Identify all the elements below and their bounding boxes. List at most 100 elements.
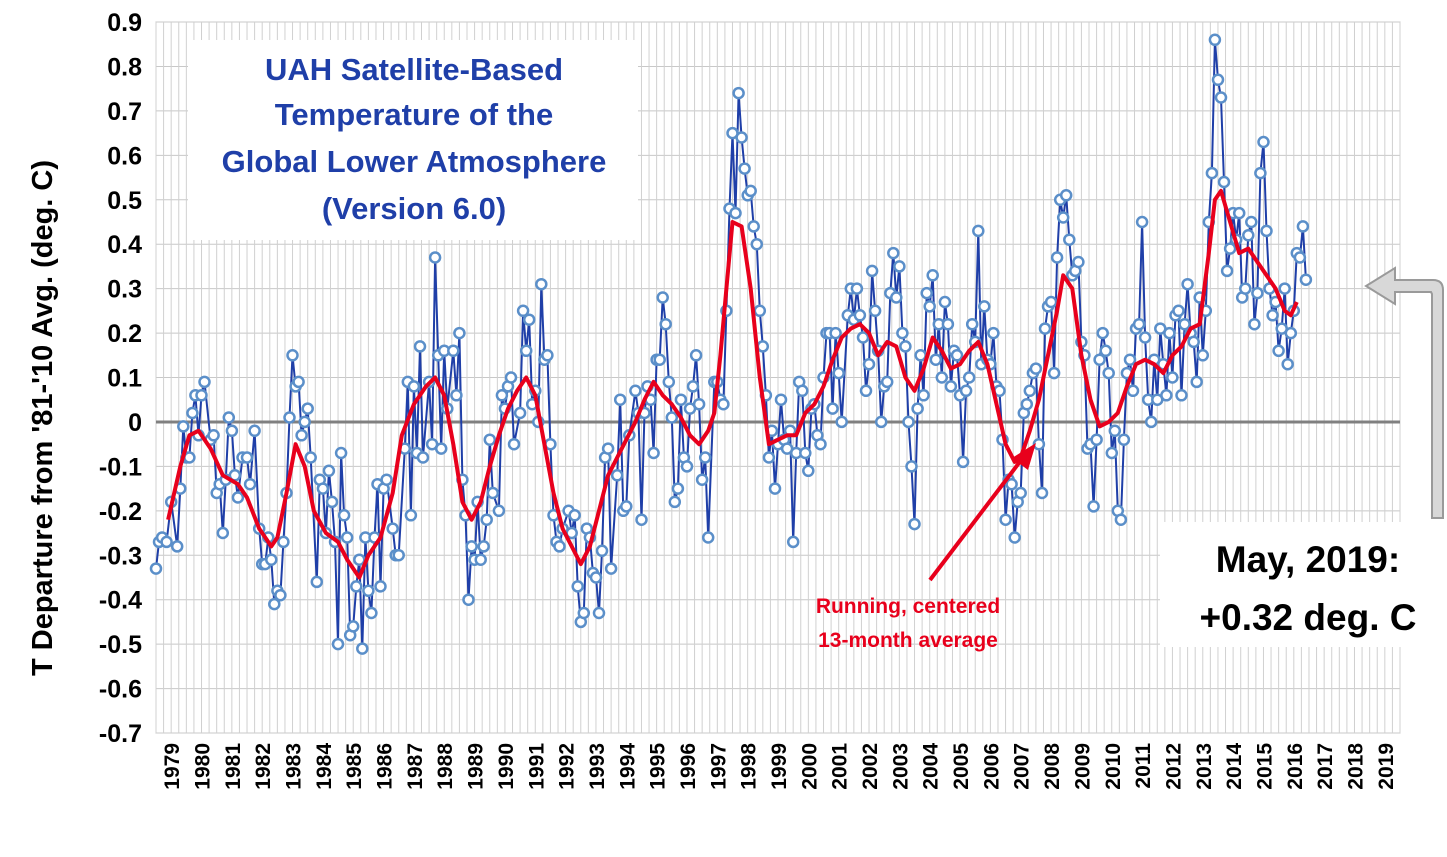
monthly-data-point <box>799 446 812 460</box>
monthly-data-point <box>304 451 317 464</box>
x-tick-label: 2017 <box>1314 743 1337 790</box>
monthly-data-point <box>495 389 509 402</box>
monthly-data-point <box>890 291 903 304</box>
monthly-data-point <box>1099 344 1112 358</box>
monthly-data-point <box>1050 251 1064 264</box>
running-average-line <box>166 188 1299 580</box>
monthly-data-point <box>1190 375 1203 389</box>
monthly-data-point <box>1005 477 1018 491</box>
monthly-data-point <box>1214 91 1228 104</box>
monthly-data-point <box>874 415 888 429</box>
monthly-data-point <box>519 344 533 358</box>
monthly-data-point <box>1196 349 1210 362</box>
monthly-data-point <box>504 371 518 384</box>
monthly-data-point <box>480 513 493 526</box>
monthly-data-point <box>1260 224 1273 238</box>
monthly-data-point <box>999 513 1012 526</box>
x-tick-label: 2019 <box>1375 743 1398 790</box>
monthly-data-point <box>337 509 351 522</box>
x-tick-label: 1988 <box>434 743 457 790</box>
monthly-data-point <box>295 429 308 442</box>
monthly-data-point <box>1138 331 1152 344</box>
monthly-data-point <box>268 597 281 611</box>
monthly-data-point <box>908 517 921 531</box>
monthly-data-point <box>160 535 173 549</box>
x-tick-label: 1985 <box>343 743 366 790</box>
monthly-data-point <box>407 380 421 393</box>
monthly-data-point <box>893 260 906 273</box>
x-tick-label: 1989 <box>465 743 488 790</box>
monthly-data-point <box>735 131 748 144</box>
monthly-data-point <box>265 553 278 566</box>
x-tick-label: 1999 <box>768 743 791 790</box>
monthly-data-point <box>829 326 842 340</box>
monthly-data-point <box>1123 353 1137 366</box>
monthly-data-point <box>950 349 964 362</box>
monthly-data-point <box>298 415 311 429</box>
x-tick-label: 1994 <box>616 743 639 790</box>
monthly-data-point <box>1281 357 1294 371</box>
x-tick-label: 1990 <box>495 743 518 790</box>
x-tick-label: 2014 <box>1223 743 1246 790</box>
monthly-data-point <box>577 606 591 620</box>
monthly-data-point <box>1087 500 1100 513</box>
monthly-data-point <box>620 500 633 513</box>
monthly-data-point <box>1117 433 1131 446</box>
x-tick-label: 2002 <box>859 743 882 790</box>
x-tick-label: 1979 <box>161 743 184 790</box>
monthly-data-point <box>853 309 867 322</box>
x-tick-label: 2007 <box>1011 743 1034 790</box>
monthly-data-point <box>386 522 399 535</box>
x-tick-label: 2016 <box>1284 743 1307 790</box>
monthly-data-point <box>1126 384 1140 398</box>
monthly-data-point <box>1299 273 1313 286</box>
x-tick-label: 2001 <box>829 743 852 790</box>
x-tick-label: 2012 <box>1162 743 1185 790</box>
monthly-data-point <box>1172 304 1185 318</box>
monthly-data-point <box>1208 33 1222 47</box>
monthly-data-point <box>207 429 220 442</box>
monthly-data-point <box>283 411 296 424</box>
monthly-data-point <box>796 384 809 398</box>
monthly-data-point <box>447 344 460 358</box>
monthly-data-point <box>920 286 933 300</box>
y-tick-label: 0.7 <box>107 98 142 126</box>
monthly-data-point <box>1032 437 1046 451</box>
monthly-data-point <box>850 282 864 295</box>
monthly-data-point <box>350 580 363 593</box>
monthly-data-point <box>592 606 606 620</box>
y-tick-labels: 0.9 0.8 0.7 0.6 0.5 0.4 0.3 0.2 0.1 0 -0.1 -0.2 -0.3… <box>99 9 142 748</box>
monthly-data-point <box>935 371 949 384</box>
x-tick-label: 1987 <box>404 743 427 790</box>
monthly-data-point <box>492 504 506 518</box>
monthly-data-point <box>747 220 760 233</box>
monthly-data-point <box>462 593 475 606</box>
y-tick-label: 0.5 <box>107 187 142 215</box>
monthly-data-point <box>653 353 666 366</box>
y-tick-label: 0.2 <box>107 320 142 348</box>
monthly-data-point <box>753 304 767 318</box>
series-group <box>149 33 1313 655</box>
monthly-data-point <box>762 451 776 464</box>
monthly-data-point <box>1278 282 1291 295</box>
monthly-data-point <box>814 437 827 451</box>
x-tick-label: 2015 <box>1253 743 1276 790</box>
monthly-data-point <box>944 380 958 393</box>
monthly-data-point <box>896 326 909 340</box>
monthly-data-point <box>568 509 581 522</box>
monthly-data-point <box>1102 366 1115 380</box>
monthly-data-point <box>1035 486 1049 500</box>
monthly-data-point <box>656 291 669 304</box>
monthly-data-point <box>571 580 584 593</box>
monthly-data-point <box>1063 233 1076 246</box>
monthly-data-point <box>917 389 930 402</box>
monthly-data-point <box>738 162 751 175</box>
x-tick-label: 2009 <box>1071 743 1094 790</box>
x-tick-label: 2008 <box>1041 743 1064 790</box>
monthly-data-point <box>477 540 490 553</box>
monthly-data-point <box>535 277 548 291</box>
monthly-data-point <box>1056 211 1070 224</box>
monthly-data-point <box>802 464 815 478</box>
monthly-data-point <box>1272 344 1285 358</box>
monthly-data-point <box>316 482 330 495</box>
